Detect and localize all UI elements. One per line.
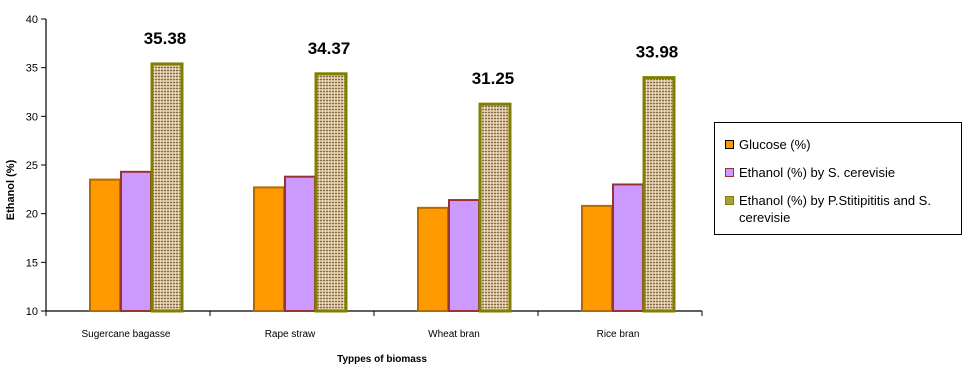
legend-swatch-ethanol-s-cerevisie (725, 168, 734, 177)
bar (448, 199, 480, 312)
legend-label: Ethanol (%) by S. cerevisie (739, 165, 896, 180)
labels: 35.38 34.37 31.25 33.98 (144, 29, 679, 88)
data-label: 35.38 (144, 29, 187, 48)
bar (314, 72, 348, 313)
x-tick-label: Rape straw (265, 329, 316, 340)
legend-label: Glucose (%) (739, 137, 811, 152)
legend-item-ethanol-p-stitipititis: Ethanol (%) by P.Stitipititis and S. cer… (725, 192, 961, 226)
legend-item-glucose: Glucose (%) (725, 136, 961, 153)
bar (642, 76, 676, 313)
y-tick-label: 20 (26, 209, 38, 221)
bar (417, 206, 449, 312)
bar (478, 102, 512, 313)
x-axis-label: Typpes of biomass (337, 354, 427, 365)
bar (581, 204, 613, 313)
y-tick-label: 40 (26, 14, 38, 26)
data-label: 34.37 (308, 39, 351, 58)
x-tick-label: Sugercane bagasse (82, 329, 171, 340)
bars (89, 62, 676, 313)
y-tick-label: 30 (26, 111, 38, 123)
y-axis-label: Ethanol (%) (5, 159, 17, 220)
bar (612, 183, 644, 312)
bar (89, 178, 121, 312)
data-label: 31.25 (472, 69, 515, 88)
bar (284, 175, 316, 312)
legend-swatch-glucose (725, 140, 734, 149)
legend: Glucose (%) Ethanol (%) by S. cerevisie … (714, 122, 962, 235)
bar (120, 170, 152, 312)
x-tick-label: Rice bran (597, 329, 640, 340)
y-tick-label: 35 (26, 63, 38, 75)
y-tick-label: 25 (26, 160, 38, 172)
bar (150, 62, 184, 313)
x-tick-label: Wheat bran (428, 329, 480, 340)
legend-swatch-ethanol-p-stitipititis (725, 196, 734, 205)
bar (253, 186, 285, 313)
data-label: 33.98 (636, 43, 679, 62)
y-tick-label: 15 (26, 257, 38, 269)
legend-item-ethanol-s-cerevisie: Ethanol (%) by S. cerevisie (725, 164, 961, 181)
legend-label: Ethanol (%) by P.Stitipititis and S. cer… (739, 193, 931, 225)
y-tick-label: 10 (26, 306, 38, 318)
